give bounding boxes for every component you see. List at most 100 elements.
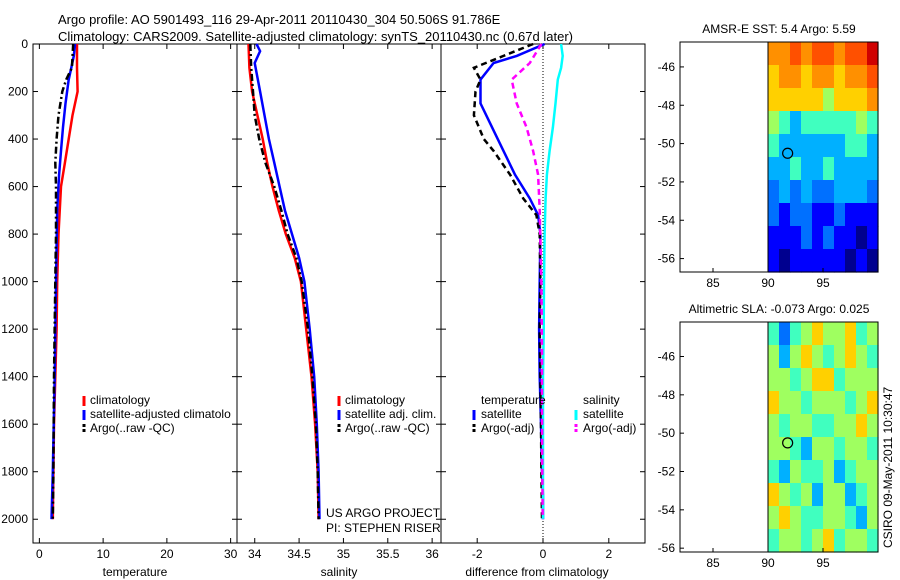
x-tick-label: 34 (248, 547, 262, 561)
heatmap-cell (768, 42, 780, 66)
heatmap-cell (856, 249, 868, 273)
y-tick-label: 1600 (1, 417, 28, 431)
heatmap-cell (812, 203, 824, 227)
heatmap-cell (768, 391, 780, 415)
heatmap-cell (856, 180, 868, 204)
heatmap-cell (823, 437, 835, 461)
argo-position-marker (782, 437, 794, 449)
heatmap-cell (867, 345, 879, 369)
heatmap-cell (834, 249, 846, 273)
heatmap-cell (768, 506, 780, 530)
legend-group-title: salinity (583, 393, 620, 407)
heatmap-cell (834, 226, 846, 250)
x-tick-label: 90 (761, 276, 775, 290)
heatmap-cell (779, 506, 791, 530)
heatmap-cell (823, 134, 835, 158)
x-tick-label: 90 (761, 556, 775, 570)
heatmap-cell (801, 322, 813, 346)
heatmap-cell (867, 157, 879, 181)
heatmap-cell (823, 529, 835, 553)
legend-label: satellite-adjusted climatolo (90, 407, 231, 421)
heatmap-cell (856, 226, 868, 250)
heatmap-cell (856, 65, 868, 89)
legend-group-title: temperature (481, 393, 546, 407)
heatmap-cell (812, 460, 824, 484)
legend-label: climatology (345, 393, 405, 407)
heatmap-cell (768, 368, 780, 392)
heatmap-cell (790, 414, 802, 438)
x-tick-label: 95 (816, 276, 830, 290)
heatmap-cell (856, 42, 868, 66)
heatmap-cell (801, 483, 813, 507)
heatmap-cell (823, 345, 835, 369)
heatmap-cell (867, 322, 879, 346)
heatmap-cell (812, 111, 824, 135)
heatmap-cell (856, 529, 868, 553)
y-tick-label: 400 (8, 132, 28, 146)
heatmap-cell (801, 157, 813, 181)
x-tick-label: 35.5 (376, 547, 400, 561)
heatmap-cell (801, 65, 813, 89)
legend-label: satellite (583, 407, 624, 421)
heatmap-cell (845, 180, 857, 204)
heatmap-cell (801, 368, 813, 392)
x-tick-label: 30 (224, 547, 238, 561)
heatmap-cell (834, 529, 846, 553)
heatmap-cell (834, 157, 846, 181)
y-tick-label: -48 (658, 388, 676, 402)
heatmap-cell (823, 414, 835, 438)
heatmap-cell (779, 180, 791, 204)
heatmap-cell (768, 529, 780, 553)
heatmap-cell (867, 391, 879, 415)
x-tick-label: 2 (605, 547, 612, 561)
x-tick-label: 85 (706, 276, 720, 290)
heatmap-cell (845, 322, 857, 346)
heatmap-cell (779, 483, 791, 507)
heatmap-cell (845, 506, 857, 530)
heatmap-cell (779, 345, 791, 369)
heatmap-cell (856, 391, 868, 415)
heatmap-cell (779, 529, 791, 553)
heatmap-cell (812, 506, 824, 530)
legend-label: satellite adj. clim. (345, 407, 436, 421)
heatmap-cell (790, 391, 802, 415)
x-tick-label: -2 (472, 547, 483, 561)
heatmap-cell (823, 157, 835, 181)
y-tick-label: -50 (658, 426, 676, 440)
heatmap-cell (823, 42, 835, 66)
heatmap-cell (768, 322, 780, 346)
heatmap-cell (779, 322, 791, 346)
heatmap-cell (867, 368, 879, 392)
heatmap-cell (779, 437, 791, 461)
heatmap-cell (812, 529, 824, 553)
heatmap-cell (834, 437, 846, 461)
heatmap-cell (801, 88, 813, 112)
argo-position-marker (782, 147, 794, 159)
credit-stamp: CSIRO 09-May-2011 10:30:47 (881, 386, 895, 548)
heatmap-cell (790, 180, 802, 204)
x-tick-label: 34.5 (287, 547, 311, 561)
heatmap-cell (779, 42, 791, 66)
heatmap-cell (845, 345, 857, 369)
header-line-2: Climatology: CARS2009. Satellite-adjuste… (58, 29, 573, 44)
heatmap-cell (867, 134, 879, 158)
heatmap-cell (801, 226, 813, 250)
heatmap-cell (867, 203, 879, 227)
heatmap-cell (790, 368, 802, 392)
heatmap-cell (867, 249, 879, 273)
heatmap-cell (867, 88, 879, 112)
map-frame (679, 321, 879, 553)
heatmap-cell (812, 226, 824, 250)
heatmap-cell (834, 203, 846, 227)
heatmap-cell (812, 483, 824, 507)
heatmap-cell (834, 483, 846, 507)
heatmap-cell (834, 414, 846, 438)
heatmap-cell (823, 368, 835, 392)
heatmap-cell (834, 391, 846, 415)
x-tick-label: 85 (706, 556, 720, 570)
heatmap-cell (856, 368, 868, 392)
heatmap-cell (834, 42, 846, 66)
x-tick-label: 0 (36, 547, 43, 561)
heatmap-cell (790, 203, 802, 227)
